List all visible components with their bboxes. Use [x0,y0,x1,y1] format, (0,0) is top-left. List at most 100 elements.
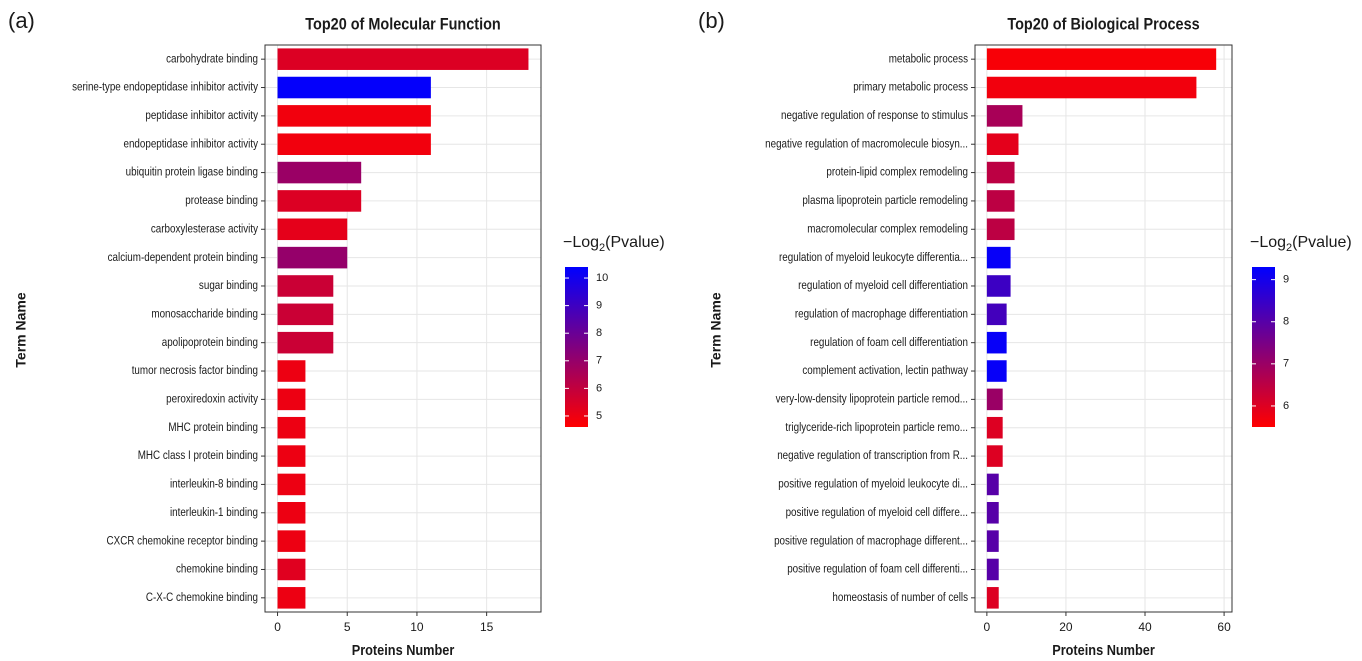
bar [986,246,1011,269]
y-tick-label: regulation of myeloid leukocyte differen… [779,251,968,264]
bar [986,530,999,552]
bar [277,48,529,70]
bar [986,133,1019,155]
y-tick-label: peroxiredoxin activity [166,393,258,406]
y-tick-label: positive regulation of macrophage differ… [774,534,968,547]
y-tick-label: positive regulation of myeloid leukocyte… [778,478,968,491]
x-tick-label: 10 [410,620,424,634]
x-tick-label: 0 [274,620,281,634]
y-tick-label: negative regulation of macromolecule bio… [765,138,968,151]
colorbar-tick-label: 8 [1283,316,1289,328]
plot-background [265,45,541,612]
y-tick-label: plasma lipoprotein particle remodeling [802,194,968,207]
bar [277,133,431,155]
bar [986,388,1003,411]
legend-title-part: −Log [563,234,599,251]
x-tick-label: 60 [1217,620,1231,634]
y-tick-label: regulation of macrophage differentiation [795,308,968,321]
y-tick-label: metabolic process [889,52,969,65]
y-tick-label: sugar binding [199,279,258,292]
bar [986,48,1217,70]
x-tick-label: 40 [1138,620,1152,634]
y-tick-label: positive regulation of foam cell differe… [787,563,968,576]
legend-title-part: (Pvalue) [1292,234,1352,251]
bar [986,416,1003,439]
bar [277,161,362,184]
chart-title: Top20 of Biological Process [1007,15,1200,33]
y-tick-label: regulation of myeloid cell differentiati… [798,279,968,292]
colorbar-tick-label: 6 [1283,400,1289,412]
y-axis-label: Term Name [13,292,29,367]
x-tick-label: 0 [984,620,991,634]
x-axis-label: Proteins Number [1052,641,1155,658]
bar [986,331,1007,354]
x-axis-label: Proteins Number [352,641,455,658]
y-tick-label: serine-type endopeptidase inhibitor acti… [72,81,258,94]
y-tick-label: positive regulation of myeloid cell diff… [786,506,968,519]
bar [986,105,1023,127]
y-axis-label: Term Name [708,292,724,367]
bar [277,530,306,552]
y-tick-label: peptidase inhibitor activity [145,109,258,122]
legend-title: −Log2(Pvalue) [1250,234,1352,254]
y-tick-label: protein-lipid complex remodeling [826,166,968,179]
chart-title: Top20 of Molecular Function [305,15,500,33]
y-tick-label: carboxylesterase activity [151,223,259,236]
x-tick-label: 5 [344,620,351,634]
legend-title-part: −Log [1250,234,1286,251]
bar [986,445,1003,467]
colorbar-tick-label: 8 [596,327,602,339]
y-tick-label: interleukin-8 binding [170,478,258,491]
panel-label: (b) [698,8,725,33]
plot-background [975,45,1232,612]
bar [986,218,1015,241]
bar [277,303,334,326]
bar [277,502,306,524]
y-tick-label: triglyceride-rich lipoprotein particle r… [785,421,968,434]
y-tick-label: monosaccharide binding [151,308,258,321]
y-tick-label: homeostasis of number of cells [832,591,968,604]
bar [277,331,334,354]
bar [277,246,348,269]
bar [277,190,362,212]
y-tick-label: negative regulation of response to stimu… [781,109,968,122]
colorbar [1252,267,1275,427]
bar [986,360,1007,382]
y-tick-label: primary metabolic process [853,81,968,94]
bar [986,190,1015,212]
bar [277,388,306,411]
bar [277,558,306,581]
colorbar-tick-label: 10 [596,272,608,284]
x-tick-label: 20 [1059,620,1073,634]
y-tick-label: complement activation, lectin pathway [802,364,968,377]
y-tick-label: endopeptidase inhibitor activity [123,138,258,151]
bar [986,502,999,524]
y-tick-label: protease binding [185,194,258,207]
bar [277,76,431,99]
legend-title: −Log2(Pvalue) [563,234,665,254]
bar [277,473,306,496]
bar [277,416,306,439]
y-tick-label: calcium-dependent protein binding [108,251,258,264]
legend-title-part: (Pvalue) [605,234,665,251]
colorbar-tick-label: 9 [596,300,602,312]
y-tick-label: MHC protein binding [168,421,258,434]
x-tick-label: 15 [480,620,494,634]
colorbar-tick-label: 9 [1283,274,1289,286]
y-tick-label: MHC class I protein binding [138,449,258,462]
bar [986,161,1015,184]
bar [277,445,306,467]
bar [277,218,348,241]
y-tick-label: very-low-density lipoprotein particle re… [776,393,968,406]
bar [986,473,999,496]
y-tick-label: negative regulation of transcription fro… [777,449,968,462]
y-tick-label: interleukin-1 binding [170,506,258,519]
y-tick-label: regulation of foam cell differentiation [810,336,968,349]
plot-border [264,44,542,613]
colorbar-tick-label: 7 [1283,358,1289,370]
y-tick-label: carbohydrate binding [166,52,258,65]
panel-label: (a) [8,8,35,33]
bar [277,360,306,382]
